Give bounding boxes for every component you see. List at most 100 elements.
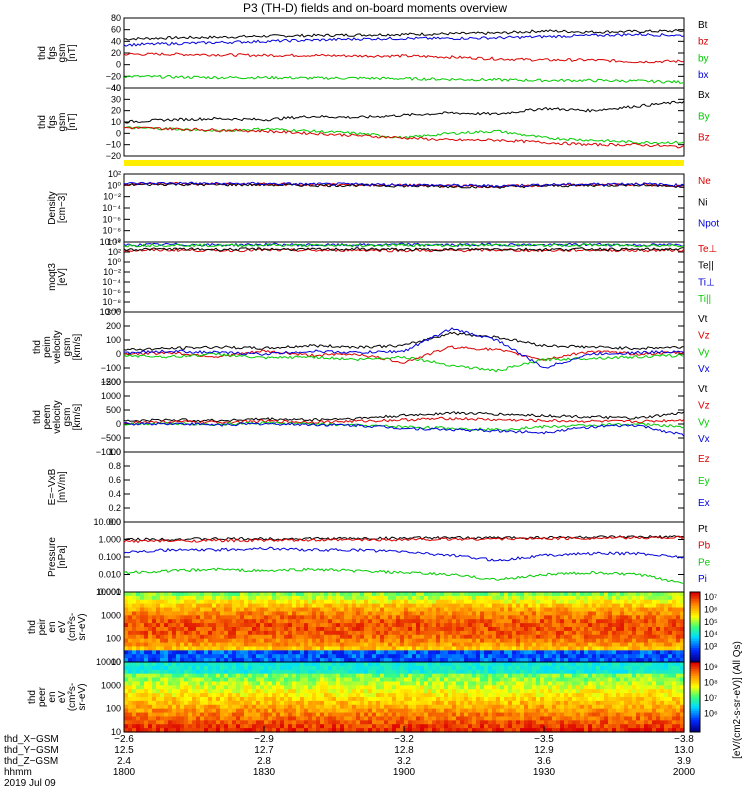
spectrogram-cell [468,728,473,733]
spectrogram-cell [136,603,141,609]
spectrogram-cell [204,638,209,644]
spectrogram-cell [220,658,225,663]
spectrogram-cell [548,712,553,718]
spectrogram-cell [252,693,257,698]
spectrogram-cell [252,615,257,620]
spectrogram-cell [536,646,541,651]
spectrogram-cell [528,716,533,721]
spectrogram-cell [188,677,193,683]
spectrogram-cell [480,638,485,644]
spectrogram-cell [240,665,245,671]
spectrogram-cell [204,642,209,648]
legend-Te||: Te|| [698,261,714,272]
spectrogram-cell [244,716,249,721]
spectrogram-cell [676,615,681,620]
spectrogram-cell [648,592,653,597]
spectrogram-cell [388,599,393,605]
spectrogram-cell [540,592,545,597]
spectrogram-cell [312,603,317,609]
spectrogram-cell [288,677,293,683]
spectrogram-cell [444,700,449,706]
spectrogram-cell [380,603,385,609]
spectrogram-cell [472,673,477,679]
spectrogram-cell [600,654,605,659]
spectrogram-cell [520,658,525,663]
ytick-label: −100 [101,363,121,373]
spectrogram-cell [488,619,493,624]
spectrogram-cell [436,599,441,605]
spectrogram-cell [352,724,357,729]
spectrogram-cell [244,700,249,706]
spectrogram-cell [260,700,265,706]
spectrogram-cell [192,630,197,636]
spectrogram-cell [664,638,669,644]
spectrogram-cell [200,595,205,601]
ytick-label: 0.6 [108,475,121,485]
spectrogram-cell [432,712,437,718]
spectrogram-cell [432,700,437,706]
spectrogram-cell [476,642,481,648]
spectrogram-cell [344,704,349,710]
spectrogram-cell [584,607,589,613]
spectrogram-cell [200,654,205,659]
spectrogram-cell [380,627,385,632]
spectrogram-cell [360,704,365,710]
spectrogram-cell [344,658,349,663]
spectrogram-cell [228,689,233,694]
spectrogram-cell [376,603,381,609]
spectrogram-cell [416,708,421,714]
spectrogram-cell [308,704,313,710]
spectrogram-cell [260,623,265,628]
spectrogram-cell [148,654,153,659]
spectrogram-cell [168,627,173,632]
spectrogram-cell [568,697,573,702]
spectrogram-cell [456,704,461,710]
spectrogram-cell [592,728,597,733]
spectrogram-cell [636,595,641,601]
spectrogram-cell [540,724,545,729]
spectrogram-cell [184,599,189,605]
y-axis-label: fgs [47,46,58,59]
spectrogram-cell [224,697,229,702]
spectrogram-cell [148,623,153,628]
spectrogram-cell [128,716,133,721]
spectrogram-cell [380,654,385,659]
spectrogram-cell [132,658,137,663]
spectrogram-cell [592,697,597,702]
spectrogram-cell [284,595,289,601]
spectrogram-cell [132,689,137,694]
spectrogram-cell [456,646,461,651]
spectrogram-cell [156,685,161,690]
spectrogram-cell [472,599,477,605]
spectrogram-cell [324,595,329,601]
spectrogram-cell [456,720,461,725]
spectrogram-cell [532,611,537,616]
spectrogram-cell [176,623,181,628]
spectrogram-cell [592,599,597,605]
spectrogram-cell [512,595,517,601]
spectrogram-cell [128,607,133,613]
spectrogram-cell [432,685,437,690]
spectrogram-cell [396,681,401,686]
spectrogram-cell [584,697,589,702]
spectrogram-cell [524,697,529,702]
spectrogram-cell [232,708,237,714]
spectrogram-cell [392,638,397,644]
spectrogram-cell [212,623,217,628]
spectrogram-cell [392,611,397,616]
spectrogram-cell [392,619,397,624]
spectrogram-cell [268,681,273,686]
spectrogram-cell [544,662,549,667]
spectrogram-cell [560,673,565,679]
spectrogram-cell [356,669,361,675]
spectrogram-cell [556,592,561,597]
spectrogram-cell [632,658,637,663]
spectrogram-cell [436,592,441,597]
spectrogram-cell [124,697,129,702]
spectrogram-cell [600,623,605,628]
spectrogram-cell [628,615,633,620]
spectrogram-cell [556,599,561,605]
spectrogram-cell [332,673,337,679]
spectrogram-cell [488,634,493,640]
spectrogram-cell [204,592,209,597]
